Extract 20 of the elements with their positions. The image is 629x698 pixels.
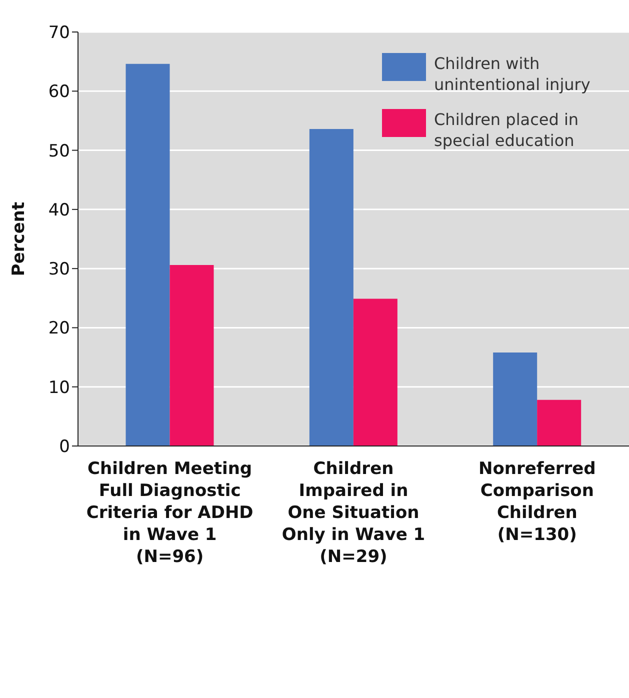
y-tick-label: 0 bbox=[59, 437, 70, 458]
bar bbox=[309, 128, 354, 446]
y-tick-label: 10 bbox=[48, 378, 70, 398]
bar bbox=[126, 64, 170, 446]
y-tick-label: 50 bbox=[48, 141, 70, 162]
y-axis-title: Percent bbox=[9, 202, 30, 276]
x-tick-label: Nonreferred Comparison Children (N=130) bbox=[478, 459, 596, 545]
y-tick-label: 20 bbox=[48, 318, 70, 339]
bar bbox=[353, 298, 398, 446]
bar bbox=[537, 400, 582, 446]
legend-label: Children with unintentional injury bbox=[434, 53, 592, 95]
bar bbox=[170, 265, 214, 446]
x-tick-label: Children Impaired in One Situation Only in Wave 1 (N=29) bbox=[282, 459, 426, 567]
x-tick-label: Children Meeting Full Diagnostic Criteria for ADHD in Wave 1 (N=96) bbox=[86, 459, 254, 567]
bar bbox=[493, 352, 538, 446]
y-tick-label: 30 bbox=[48, 260, 70, 280]
y-tick-label: 70 bbox=[48, 23, 70, 44]
y-tick-label: 40 bbox=[48, 200, 70, 220]
y-tick-label: 60 bbox=[48, 82, 70, 102]
legend-label: Children placed in special education bbox=[434, 109, 580, 151]
